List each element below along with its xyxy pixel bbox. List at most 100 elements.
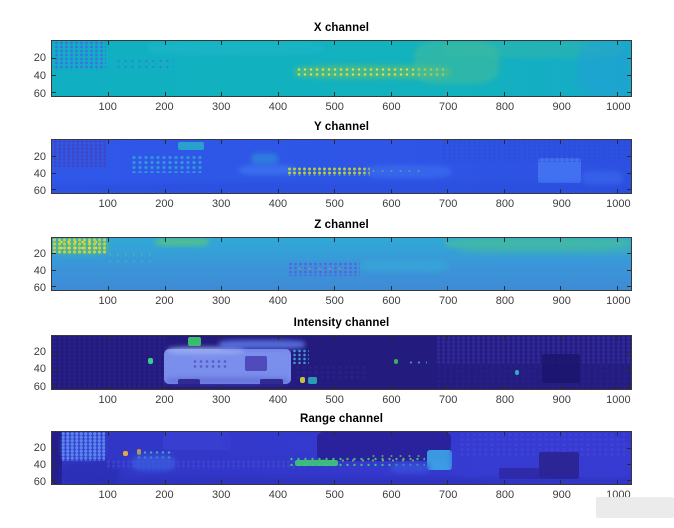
heatmap-feature-cyan-region: [360, 260, 448, 272]
x-tick-label: 300: [212, 101, 231, 113]
tick-mark: [627, 74, 631, 76]
tick-mark: [334, 480, 336, 484]
plot-area-range-channel: [51, 431, 632, 485]
tick-mark: [164, 189, 166, 193]
x-tick-label: 800: [495, 393, 515, 406]
x-tick-label: 500: [325, 393, 344, 406]
tick-mark: [277, 189, 279, 193]
tick-mark: [503, 335, 505, 340]
tick-mark: [627, 285, 631, 287]
heatmap-feature-teal-blob-top: [177, 141, 204, 150]
tick-mark: [52, 57, 56, 59]
plot-title-intensity-channel: Intensity channel: [293, 316, 390, 329]
tick-mark: [503, 432, 505, 436]
heatmap-feature-van-window-dark: [245, 356, 267, 372]
x-tick-label: 200: [155, 393, 174, 406]
tick-mark: [164, 432, 166, 436]
heatmap-feature-van-body: [163, 348, 291, 385]
tick-mark: [334, 189, 336, 193]
tick-mark: [627, 384, 631, 386]
tick-mark: [627, 92, 631, 94]
tick-mark: [221, 432, 223, 436]
heatmap-feature-teal-speck: [307, 376, 317, 384]
tick-mark: [503, 92, 505, 96]
tick-mark: [503, 140, 505, 144]
tick-mark: [616, 189, 618, 193]
x-tick-label: 1000: [606, 294, 631, 307]
tick-mark: [221, 140, 223, 144]
heatmap-feature-green-speck-row: [288, 456, 426, 467]
heatmap-feature-green-spot: [187, 337, 202, 347]
heatmap-feature-greenish-top-right-band: [442, 41, 624, 59]
heatmap-feature-wheel-dark-rear: [177, 379, 201, 387]
tick-mark: [447, 335, 449, 340]
plot-area-intensity-channel: [51, 334, 632, 390]
x-tick-label: 200: [155, 294, 174, 307]
heatmap-feature-light-patch-right: [582, 171, 624, 187]
x-tick-label: 400: [268, 393, 288, 406]
heatmap-feature-mottled-right-lower: [436, 363, 631, 389]
heatmap-feature-medium-band: [105, 459, 296, 470]
tick-mark: [390, 189, 392, 193]
tick-mark: [390, 140, 392, 144]
tick-mark: [616, 92, 618, 96]
heatmap-feature-purple-speckles: [288, 261, 361, 276]
tick-mark: [627, 189, 631, 191]
heatmap-feature-dark-rect-right: [539, 451, 579, 480]
y-tick-label: 40: [33, 70, 46, 83]
heatmap-feature-light-blue-streak: [238, 164, 296, 175]
x-tick-label: 300: [212, 393, 231, 406]
y-tick-label: 40: [33, 264, 46, 277]
tick-mark: [108, 189, 110, 193]
tick-mark: [221, 335, 223, 340]
tick-mark: [52, 189, 56, 191]
heatmap-feature-van-roof-highlight: [167, 347, 245, 354]
tick-mark: [164, 285, 166, 290]
heatmap-feature-mottled-right-upper: [436, 335, 631, 364]
tick-mark: [164, 237, 166, 242]
tick-mark: [334, 335, 336, 340]
tick-mark: [627, 269, 631, 271]
tick-mark: [334, 432, 336, 436]
heatmap-feature-light-speckle-patch: [61, 432, 106, 462]
x-tick-label: 600: [382, 393, 401, 406]
y-tick-label: 60: [33, 185, 46, 198]
tick-mark: [390, 41, 392, 45]
x-tick-label: 200: [155, 198, 174, 210]
tick-mark: [447, 480, 449, 484]
heatmap-feature-specks-right-of-van: [292, 348, 310, 364]
tick-mark: [277, 384, 279, 389]
tick-mark: [390, 480, 392, 484]
x-tick-label: 800: [495, 198, 515, 210]
x-tick-label: 900: [552, 101, 571, 113]
tick-mark: [627, 172, 631, 174]
y-tick-label: 20: [33, 346, 46, 359]
heatmap-image: [52, 432, 631, 484]
x-tick-label: 700: [438, 101, 458, 113]
heatmap-feature-yellow-speckles: [296, 66, 448, 78]
y-tick-label: 60: [33, 476, 46, 489]
tick-mark: [627, 464, 631, 465]
x-tick-label: 600: [382, 101, 401, 113]
tick-mark: [447, 237, 449, 242]
tick-mark: [277, 480, 279, 484]
tick-mark: [52, 368, 56, 370]
tick-mark: [52, 269, 56, 271]
tick-mark: [560, 480, 562, 484]
tick-mark: [560, 41, 562, 45]
plot-area-z-channel: [51, 236, 632, 291]
heatmap-feature-orange-dot-2: [136, 449, 142, 455]
heatmap-feature-dark-zone-below-patch: [61, 461, 120, 484]
x-tick-label: 300: [212, 198, 231, 210]
tick-mark: [447, 140, 449, 144]
y-tick-label: 60: [33, 380, 46, 393]
heatmap-feature-green-streak-top: [154, 237, 210, 246]
x-tick-label: 100: [98, 198, 117, 210]
heatmap-feature-green-fade-band: [459, 247, 631, 256]
tick-mark: [616, 384, 618, 389]
heatmap-feature-green-specks: [105, 250, 157, 262]
x-tick-label: 1000: [606, 198, 631, 210]
